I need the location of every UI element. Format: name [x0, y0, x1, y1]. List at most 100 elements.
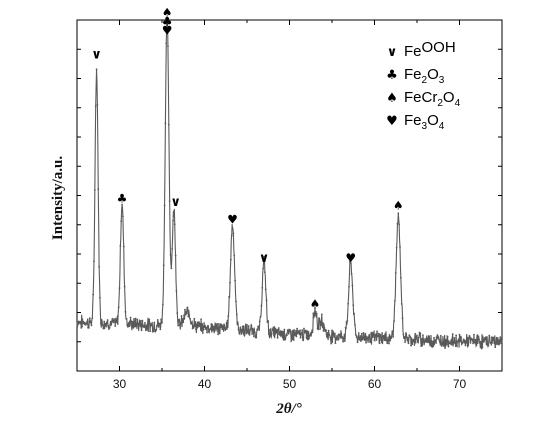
data-point	[304, 331, 307, 333]
xrd-pattern-points	[76, 22, 503, 350]
fecr2o4-marker-icon: ♠	[393, 199, 404, 213]
data-point	[246, 331, 249, 334]
data-point	[163, 204, 166, 207]
data-point	[457, 338, 460, 341]
data-point	[114, 325, 117, 328]
data-point	[450, 343, 453, 346]
data-point	[237, 328, 240, 331]
data-point	[338, 333, 341, 336]
y-axis-title: Intensity/a.u.	[50, 156, 66, 240]
data-point	[492, 336, 495, 339]
data-point	[227, 315, 230, 318]
legend-subscript: 4	[439, 121, 445, 132]
data-point	[223, 323, 225, 326]
x-tick-label: 50	[283, 377, 297, 391]
data-point	[196, 321, 199, 324]
data-point	[156, 319, 159, 321]
data-point	[205, 326, 208, 329]
data-point	[161, 303, 164, 306]
data-point	[314, 307, 316, 310]
data-point	[417, 336, 420, 339]
data-point	[110, 322, 112, 325]
data-point	[334, 342, 337, 344]
data-point	[275, 331, 278, 334]
data-point	[309, 334, 311, 337]
data-point	[434, 339, 437, 342]
data-point	[474, 338, 477, 341]
data-point	[399, 246, 401, 248]
data-point	[277, 329, 280, 332]
data-point	[478, 338, 480, 341]
data-point	[246, 323, 248, 326]
data-point	[123, 285, 126, 288]
data-point	[325, 329, 327, 332]
data-point	[229, 281, 231, 284]
data-point	[369, 341, 372, 344]
fe2o3-marker-icon: ♣	[162, 14, 173, 28]
data-point	[139, 320, 142, 322]
data-point	[221, 328, 224, 331]
data-point	[267, 320, 270, 322]
data-point	[416, 334, 418, 337]
fe2o3-marker-icon: ♣	[386, 68, 398, 83]
data-point	[91, 317, 94, 320]
data-point	[428, 341, 430, 344]
data-point	[178, 319, 180, 321]
data-point	[99, 296, 101, 299]
feooh-marker-icon: ∨	[170, 195, 181, 210]
data-point	[206, 331, 208, 334]
data-point	[283, 328, 286, 331]
data-point	[167, 45, 169, 48]
data-point	[361, 336, 364, 339]
data-point	[303, 327, 305, 330]
data-point	[118, 287, 121, 289]
data-point	[105, 322, 107, 325]
data-point	[150, 323, 152, 325]
data-point	[479, 340, 482, 343]
data-point	[354, 333, 357, 336]
fe3o4-marker-icon: ♥	[386, 114, 398, 129]
data-point	[336, 335, 338, 337]
data-point	[409, 335, 412, 338]
data-point	[360, 340, 362, 342]
data-point	[150, 324, 153, 327]
data-point	[487, 344, 490, 347]
data-point	[93, 260, 95, 263]
data-point	[97, 188, 100, 191]
data-point	[284, 338, 287, 341]
data-point	[235, 313, 238, 316]
data-point	[321, 326, 324, 329]
data-point	[229, 258, 232, 261]
data-point	[371, 331, 373, 334]
data-point	[271, 328, 274, 331]
data-point	[247, 325, 250, 327]
x-axis-title: 2θ/°	[275, 401, 301, 417]
data-point	[180, 315, 183, 317]
data-point	[176, 312, 179, 314]
data-point	[121, 203, 123, 206]
data-point	[292, 339, 295, 341]
data-point	[258, 326, 260, 329]
legend-text-part: Fe	[404, 112, 422, 129]
data-point	[263, 256, 265, 259]
feooh-marker-icon: ∨	[91, 48, 102, 63]
data-point	[198, 325, 201, 328]
data-point	[359, 337, 361, 340]
data-point	[456, 340, 459, 343]
data-point	[181, 319, 184, 322]
data-point	[261, 286, 264, 289]
data-point	[225, 321, 228, 324]
data-point	[269, 328, 271, 331]
data-point	[172, 219, 174, 222]
data-point	[88, 326, 90, 329]
data-point	[387, 336, 389, 339]
data-point	[376, 330, 378, 333]
data-point	[201, 323, 203, 326]
data-point	[488, 334, 491, 337]
data-point	[319, 328, 321, 330]
fecr2o4-marker-icon: ♠	[310, 297, 321, 311]
y-axis-ticks	[77, 48, 502, 343]
data-point	[102, 327, 105, 330]
data-point	[191, 327, 194, 330]
data-point	[363, 337, 366, 340]
